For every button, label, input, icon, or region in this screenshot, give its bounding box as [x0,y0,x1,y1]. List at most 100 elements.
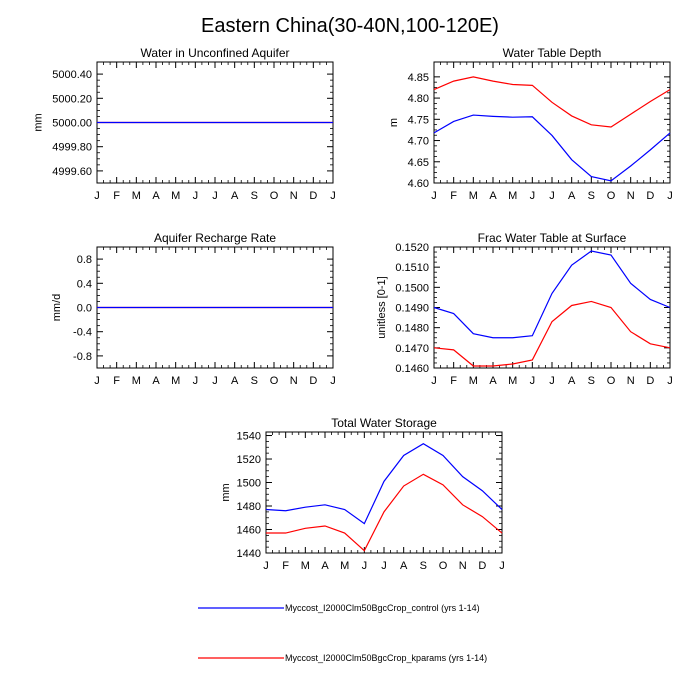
y-tick-label: 4.80 [408,93,429,105]
x-tick-label: N [627,190,635,202]
x-tick-label: S [588,375,595,387]
x-tick-label: J [431,375,437,387]
x-tick-label: N [290,375,298,387]
y-tick-label: 1480 [237,501,261,513]
y-tick-label: 4.85 [408,72,429,84]
y-tick-label: 0.1470 [395,343,429,355]
x-tick-label: J [94,190,100,202]
y-tick-label: 0.1500 [395,282,429,294]
y-tick-label: 1520 [237,454,261,466]
x-tick-label: D [478,560,486,572]
x-tick-label: M [171,375,180,387]
x-tick-label: O [270,375,279,387]
y-tick-label: 4.60 [408,178,429,190]
legend-label: Myccost_I2000Clm50BgcCrop_kparams (yrs 1… [285,653,487,663]
series-line-control [265,443,503,525]
y-tick-label: 1500 [237,478,261,490]
y-tick-label: 0.4 [77,278,92,290]
x-tick-label: J [381,560,387,572]
x-tick-label: F [450,375,457,387]
x-tick-label: F [450,190,457,202]
y-tick-label: 4.70 [408,136,429,148]
y-tick-label: 0.1490 [395,303,429,315]
x-tick-label: J [94,375,100,387]
x-tick-label: J [193,375,199,387]
x-tick-label: A [231,375,239,387]
x-tick-label: O [607,375,616,387]
x-tick-label: J [549,375,555,387]
x-tick-label: F [113,190,120,202]
y-tick-label: 5000.40 [52,69,92,81]
x-tick-label: J [431,190,437,202]
x-tick-label: A [568,375,576,387]
x-tick-label: A [489,190,497,202]
legend: Myccost_I2000Clm50BgcCrop_control (yrs 1… [198,603,487,663]
y-tick-label: 4999.80 [52,142,92,154]
plot-frame [433,61,671,184]
x-tick-label: D [646,190,654,202]
x-tick-label: J [330,375,336,387]
x-tick-label: O [439,560,448,572]
y-tick-label: 0.8 [77,254,92,266]
x-tick-label: F [113,375,120,387]
y-tick-label: 0.0 [77,303,92,315]
x-tick-label: A [568,190,576,202]
y-axis-label: mm [220,483,232,501]
panel-title: Water Table Depth [503,46,602,60]
plot-frame [265,431,503,554]
y-tick-label: 0.1520 [395,242,429,254]
y-tick-label: 0.1460 [395,363,429,375]
x-tick-label: J [330,190,336,202]
x-tick-label: M [301,560,310,572]
x-tick-label: F [282,560,289,572]
x-tick-label: A [400,560,408,572]
panel-title: Aquifer Recharge Rate [154,231,276,245]
x-tick-label: J [549,190,555,202]
x-tick-label: J [193,190,199,202]
x-tick-label: A [152,375,160,387]
y-axis-label: m [388,118,400,127]
x-tick-label: J [667,375,673,387]
panel-title: Total Water Storage [331,416,437,430]
panel-title: Water in Unconfined Aquifer [141,46,290,60]
panel-title: Frac Water Table at Surface [478,231,627,245]
x-tick-label: O [270,190,279,202]
plot-frame [433,246,671,369]
series-line-kparams [433,300,671,367]
y-tick-label: 1440 [237,548,261,560]
y-tick-label: -0.8 [73,351,92,363]
y-tick-label: 5000.00 [52,118,92,130]
x-tick-label: M [508,375,517,387]
x-tick-label: S [251,375,258,387]
x-tick-label: S [420,560,427,572]
series-line-kparams [433,76,671,128]
y-tick-label: 5000.20 [52,93,92,105]
y-tick-label: 4.75 [408,114,429,126]
x-tick-label: J [362,560,368,572]
y-tick-label: 4999.60 [52,166,92,178]
y-tick-label: 1540 [237,431,261,443]
x-tick-label: J [499,560,505,572]
x-tick-label: A [489,375,497,387]
x-tick-label: J [212,190,218,202]
x-tick-label: N [459,560,467,572]
x-tick-label: M [340,560,349,572]
x-tick-label: J [530,375,536,387]
x-tick-label: O [607,190,616,202]
series-line-kparams [266,473,503,552]
x-tick-label: J [530,190,536,202]
y-tick-label: 1460 [237,525,261,537]
x-tick-label: M [508,190,517,202]
y-axis-label: unitless [0-1] [376,276,388,338]
x-tick-label: A [152,190,160,202]
series-line-control [433,114,671,182]
x-tick-label: D [309,375,317,387]
x-tick-label: M [469,375,478,387]
x-tick-label: N [627,375,635,387]
x-tick-label: J [212,375,218,387]
